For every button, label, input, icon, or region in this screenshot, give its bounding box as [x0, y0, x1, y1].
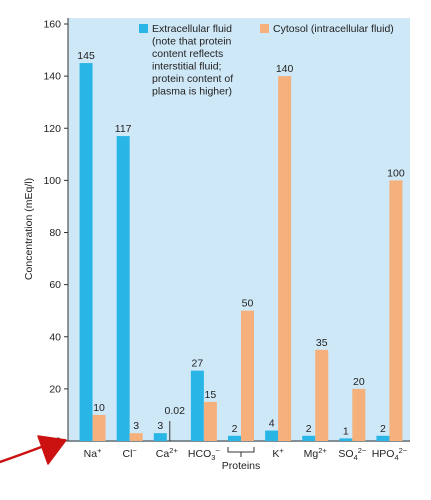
bar-cytosol: [278, 76, 292, 441]
x-tick-label: Mg2+: [304, 446, 328, 460]
bar-extracellular: [79, 63, 93, 441]
y-tick-label: 40: [49, 331, 61, 343]
data-label-cytosol: 0.02: [165, 405, 186, 417]
arrow-head: [37, 435, 67, 465]
data-label-extracellular: 117: [115, 123, 132, 135]
bar-extracellular: [116, 136, 130, 441]
y-tick-label: 120: [43, 123, 61, 135]
data-label-extracellular: 3: [157, 420, 163, 432]
x-tick-label: SO42−: [338, 446, 367, 462]
bar-extracellular: [228, 435, 241, 441]
x-tick-label: Na+: [84, 446, 102, 460]
bar-extracellular: [376, 435, 390, 441]
data-label-cytosol: 15: [205, 389, 217, 401]
x-tick-labels: Na+ Cl− Ca2+ HCO3−Proteins K+ Mg2+ SO42− HPO42−: [84, 446, 408, 472]
bar-extracellular: [190, 370, 204, 441]
x-tick-label: K+: [272, 446, 284, 460]
x-tick-label: HPO42−: [372, 446, 408, 462]
y-axis-label: Concentration (mEq/l): [23, 178, 35, 280]
y-tick-label: 80: [49, 227, 61, 239]
data-label-cytosol: 20: [353, 376, 365, 388]
bar-cytosol: [129, 433, 143, 441]
bar-cytosol: [92, 414, 106, 441]
arrow-shaft: [0, 444, 46, 464]
data-label-extracellular: 145: [77, 50, 95, 62]
proteins-bracket: [227, 447, 255, 457]
x-tick-label: Ca2+: [156, 446, 179, 460]
bar-cytosol: [241, 310, 254, 441]
legend-label-extracellular: (note that protein: [152, 36, 232, 48]
legend-label-extracellular: interstitial fluid;: [152, 61, 221, 73]
bar-extracellular: [302, 435, 316, 441]
y-tick-label: 20: [49, 383, 61, 395]
y-tick-label: 140: [43, 71, 61, 83]
data-label-extracellular: 4: [269, 418, 275, 430]
bar-cytosol: [315, 349, 329, 441]
y-tick-label: 160: [43, 19, 61, 31]
bar-extracellular: [153, 433, 167, 441]
bars: [79, 63, 403, 441]
bar-extracellular: [265, 430, 279, 441]
bar-cytosol: [203, 401, 217, 441]
bar-cytosol: [389, 180, 403, 441]
legend-swatch-extracellular: [139, 24, 148, 33]
bar-cytosol: [352, 388, 366, 441]
data-label-cytosol: 3: [133, 420, 139, 432]
legend-label-cytosol: Cytosol (intracellular fluid): [273, 23, 394, 35]
legend-label-extracellular: protein content of: [152, 73, 233, 85]
bar-extracellular: [339, 438, 353, 441]
legend-label-extracellular: Extracellular fluid: [152, 23, 232, 35]
data-label-extracellular: 2: [380, 423, 386, 435]
legend-label-extracellular: plasma is higher): [152, 86, 232, 98]
data-label-cytosol: 140: [276, 63, 294, 75]
data-label-cytosol: 35: [316, 337, 328, 349]
legend-label-extracellular: content reflects: [152, 48, 223, 60]
data-label-extracellular: 27: [192, 358, 204, 370]
data-label-cytosol: 50: [242, 298, 254, 310]
x-tick-label: Proteins: [222, 460, 261, 472]
y-tick-label: 60: [49, 279, 61, 291]
y-tick-label: 100: [43, 175, 61, 187]
data-label-cytosol: 100: [387, 167, 405, 179]
data-label-extracellular: 2: [306, 423, 312, 435]
x-tick-label: HCO3−: [188, 446, 221, 462]
data-label-extracellular: 1: [343, 425, 349, 437]
data-label-cytosol: 10: [93, 402, 105, 414]
data-label-extracellular: 2: [232, 423, 238, 435]
legend-swatch-cytosol: [260, 24, 269, 33]
x-tick-label: Cl−: [123, 446, 138, 460]
legend: Extracellular fluid(note that proteincon…: [139, 23, 394, 98]
red-arrow-icon: [0, 435, 67, 465]
